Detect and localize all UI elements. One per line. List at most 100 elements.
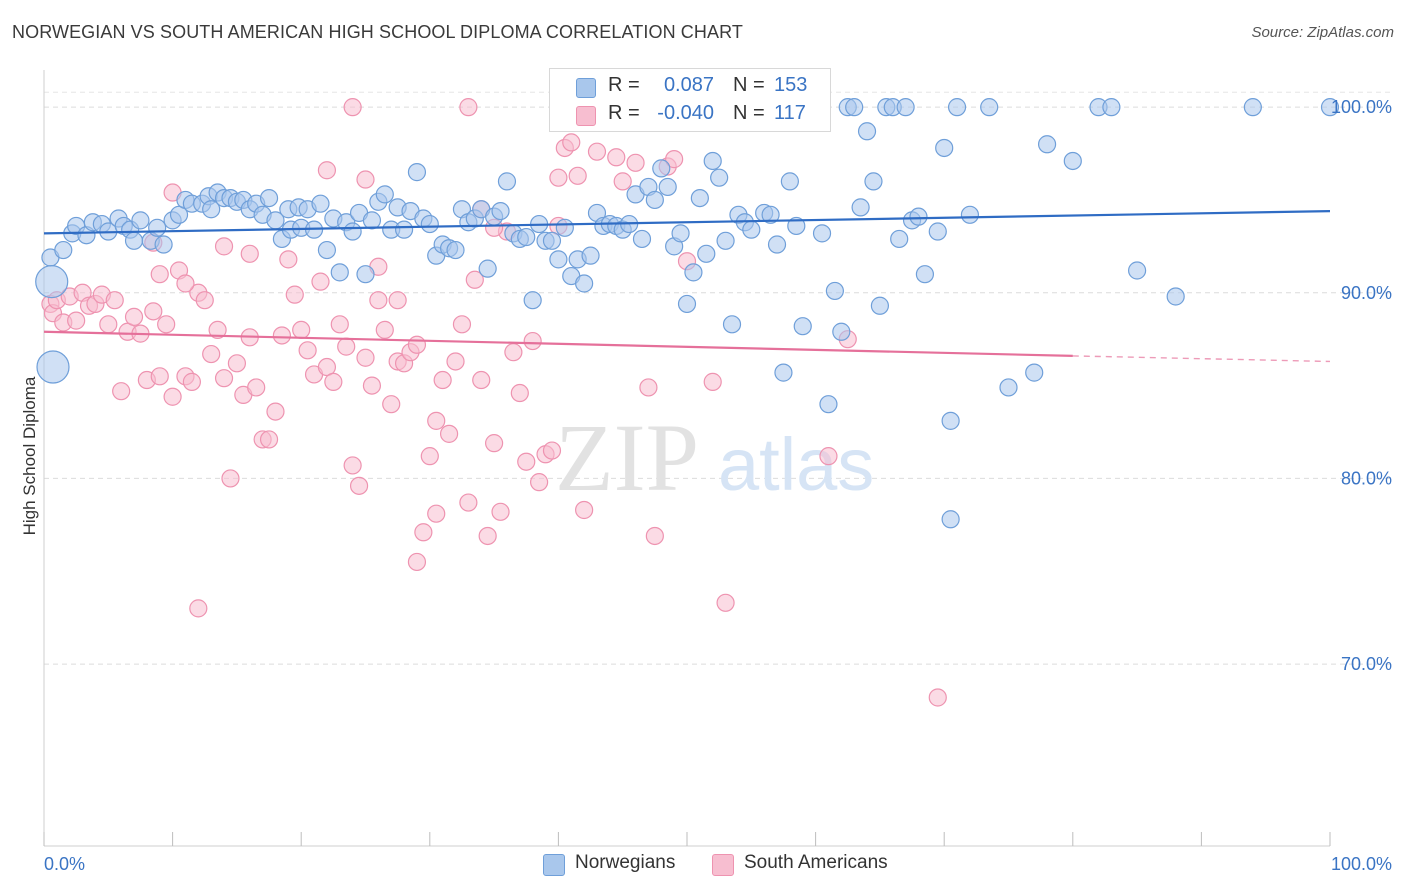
norwegian-point [148, 218, 167, 237]
norwegian-point [131, 211, 150, 230]
south-american-point [240, 244, 259, 263]
y-tick-label: 90.0% [1341, 283, 1392, 303]
south-american-point [272, 326, 292, 345]
legend-r-label: R = [608, 102, 640, 124]
south-american-point [105, 291, 124, 310]
series-legend: Norwegians South Americans [0, 852, 1406, 878]
south-american-point [375, 320, 394, 340]
norwegian-point [999, 378, 1018, 397]
south-american-point [112, 382, 131, 401]
norwegian-point [202, 200, 221, 219]
norwegian-point [36, 350, 70, 384]
norwegian-point [722, 315, 742, 334]
south-american-point [639, 378, 658, 397]
norwegian-point [845, 98, 864, 117]
south-american-point [485, 434, 504, 453]
norwegian-point [542, 231, 562, 250]
norwegian-point [632, 229, 652, 249]
south-american-point [362, 376, 382, 395]
legend-n-value-norwegians: 153 [774, 74, 808, 96]
south-american-point [510, 383, 529, 403]
south-american-point [439, 424, 459, 443]
south-american-point [343, 98, 362, 117]
norwegian-point [407, 163, 427, 182]
south-american-point [157, 315, 176, 334]
norwegian-point [980, 98, 999, 117]
south-american-point [530, 473, 549, 492]
south-american-point [356, 348, 375, 367]
south-american-point [382, 395, 401, 414]
south-american-point [414, 523, 433, 542]
south-american-point [324, 372, 343, 391]
norwegian-point [330, 263, 349, 282]
legend-r-value-norwegians: 0.087 [663, 74, 714, 96]
south-american-point [407, 552, 427, 572]
south-american-point [665, 150, 684, 169]
norwegian-point [909, 207, 928, 226]
south-american-point [369, 291, 388, 310]
south-american-point [124, 307, 144, 327]
norwegian-point [941, 510, 960, 529]
norwegian-point [1102, 98, 1121, 117]
legend-n-value-south-americans: 117 [774, 102, 806, 124]
norwegian-point [523, 291, 542, 310]
south-american-point [587, 142, 607, 161]
south-american-point [433, 370, 452, 390]
legend-row-south-americans: R = -0.040 N = 117 [550, 100, 830, 128]
y-tick-label: 100.0% [1331, 97, 1392, 117]
norwegian-point [960, 205, 980, 224]
norwegian-point [915, 265, 935, 284]
south-american-point [189, 599, 208, 618]
legend-n-label: N = [733, 74, 765, 96]
south-american-point [317, 161, 337, 180]
south-american-point [247, 378, 266, 397]
south-american-point [562, 133, 581, 152]
norwegian-point [446, 240, 465, 260]
legend-swatch-south-americans [576, 106, 596, 126]
norwegian-point [935, 138, 954, 158]
norwegian-point [394, 220, 414, 239]
south-american-point [607, 148, 626, 167]
south-american-point [279, 250, 298, 269]
norwegian-point [581, 246, 600, 265]
y-tick-label: 70.0% [1341, 654, 1392, 674]
south-american-point [150, 367, 169, 386]
norwegian-point [787, 216, 806, 236]
south-american-point [446, 352, 465, 371]
south-american-point [266, 402, 285, 421]
norwegian-point [896, 98, 915, 117]
south-american-point [330, 315, 349, 334]
norwegian-point [517, 227, 536, 247]
south-american-point [176, 274, 195, 293]
trend-line-south-americans [43, 330, 1073, 357]
south-american-point [195, 291, 214, 310]
norwegian-point [851, 198, 870, 217]
south-american-point [575, 500, 594, 520]
norwegian-point [35, 265, 69, 299]
watermark-atlas: atlas [718, 423, 874, 506]
norwegian-point [1127, 261, 1147, 280]
south-american-point [568, 166, 587, 185]
norwegian-point [124, 231, 144, 250]
norwegian-point [703, 151, 722, 171]
legend-r-value-south-americans: -0.040 [657, 102, 714, 124]
norwegian-point [259, 188, 279, 208]
south-american-point [819, 447, 838, 466]
south-american-point [549, 168, 568, 187]
south-american-point [407, 335, 427, 354]
south-american-point [459, 493, 478, 512]
south-american-point [703, 372, 722, 391]
south-american-point [343, 456, 362, 475]
south-american-point [420, 447, 439, 466]
x-tick-label-max: 100.0% [1331, 854, 1392, 874]
norwegian-point [652, 159, 671, 178]
norwegian-point [1025, 363, 1044, 382]
norwegian-point [819, 395, 838, 414]
south-american-point [349, 476, 369, 495]
south-american-point [427, 504, 446, 523]
x-tick-label-min: 0.0% [44, 854, 85, 874]
norwegian-point [697, 244, 716, 263]
norwegian-point [716, 231, 735, 250]
norwegian-point [671, 224, 690, 243]
south-american-point [427, 411, 446, 430]
